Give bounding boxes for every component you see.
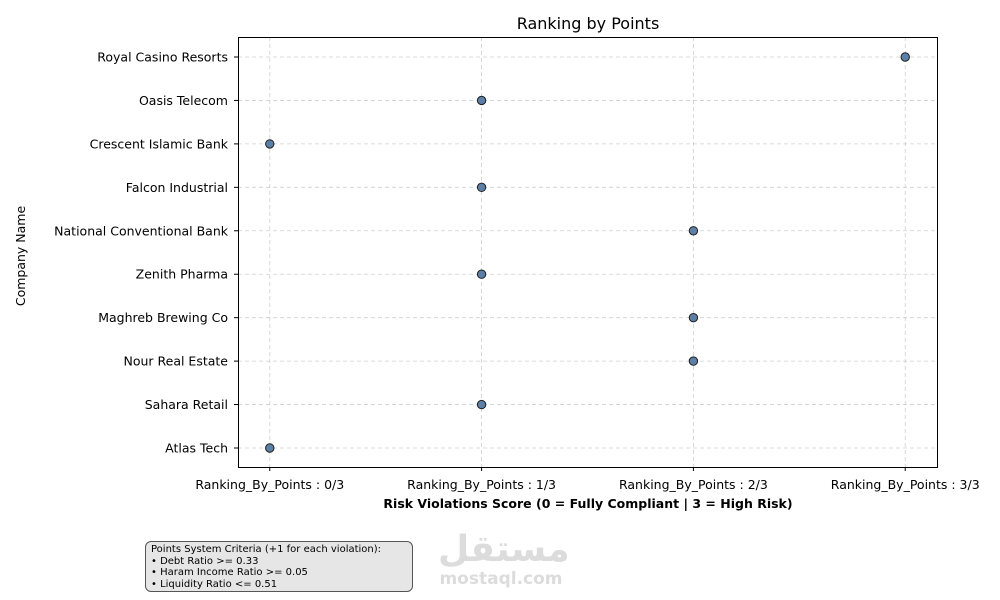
y-tick-label: Royal Casino Resorts — [97, 50, 228, 65]
criteria-item-liquidity: • Liquidity Ratio <= 0.51 — [151, 578, 278, 590]
chart-title: Ranking by Points — [517, 14, 660, 33]
y-tick-label: Crescent Islamic Bank — [90, 136, 229, 151]
criteria-item-debt: • Debt Ratio >= 0.33 — [151, 555, 259, 567]
criteria-title: Points System Criteria (+1 for each viol… — [151, 544, 382, 555]
axis-ticks: Ranking_By_Points : 0/3 Ranking_By_Points… — [54, 50, 979, 493]
data-point — [688, 226, 699, 236]
data-point — [688, 312, 699, 323]
data-points — [265, 52, 910, 453]
x-axis-label: Risk Violations Score (0 = Fully Complia… — [383, 496, 792, 511]
grid-lines — [238, 37, 937, 467]
data-point — [476, 269, 487, 279]
y-tick-label: Oasis Telecom — [139, 93, 228, 108]
y-tick-label: Nour Real Estate — [123, 354, 228, 369]
data-point — [476, 95, 487, 106]
data-point — [265, 139, 275, 149]
y-tick-label: National Conventional Bank — [54, 223, 229, 238]
watermark-logo: مستقل mostaql.com — [438, 529, 570, 589]
y-tick-label: Falcon Industrial — [126, 180, 228, 195]
watermark-arabic: مستقل — [438, 529, 570, 570]
y-tick-label: Maghreb Brewing Co — [98, 310, 228, 325]
watermark-latin: mostaql.com — [439, 569, 563, 589]
criteria-legend-box: Points System Criteria (+1 for each viol… — [145, 541, 413, 592]
y-axis-label: Company Name — [13, 206, 28, 307]
data-point — [476, 182, 487, 193]
x-tick-label: Ranking_By_Points : 3/3 — [831, 477, 980, 492]
data-point — [688, 356, 699, 366]
data-point — [900, 52, 910, 62]
y-tick-label: Zenith Pharma — [136, 267, 228, 282]
x-tick-label: Ranking_By_Points : 1/3 — [407, 477, 556, 492]
criteria-item-haram: • Haram Income Ratio >= 0.05 — [151, 567, 308, 578]
x-tick-label: Ranking_By_Points : 0/3 — [195, 477, 344, 492]
x-tick-label: Ranking_By_Points : 2/3 — [619, 477, 768, 492]
plot-frame — [238, 37, 938, 468]
data-point — [476, 399, 487, 410]
y-tick-label: Sahara Retail — [145, 397, 228, 412]
data-point — [265, 443, 275, 453]
y-tick-label: Atlas Tech — [165, 441, 228, 456]
